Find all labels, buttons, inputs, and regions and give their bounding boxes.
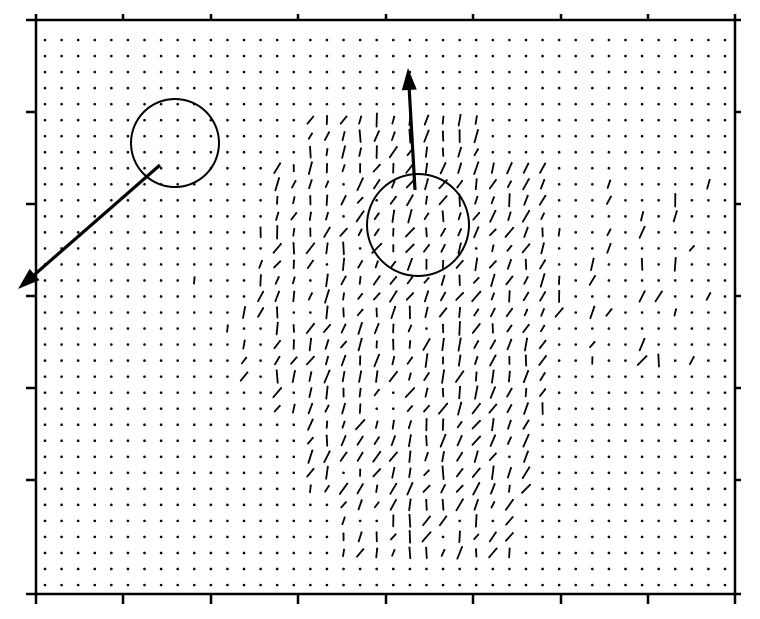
plot-svg — [0, 0, 760, 619]
quiver-plot — [0, 0, 760, 619]
